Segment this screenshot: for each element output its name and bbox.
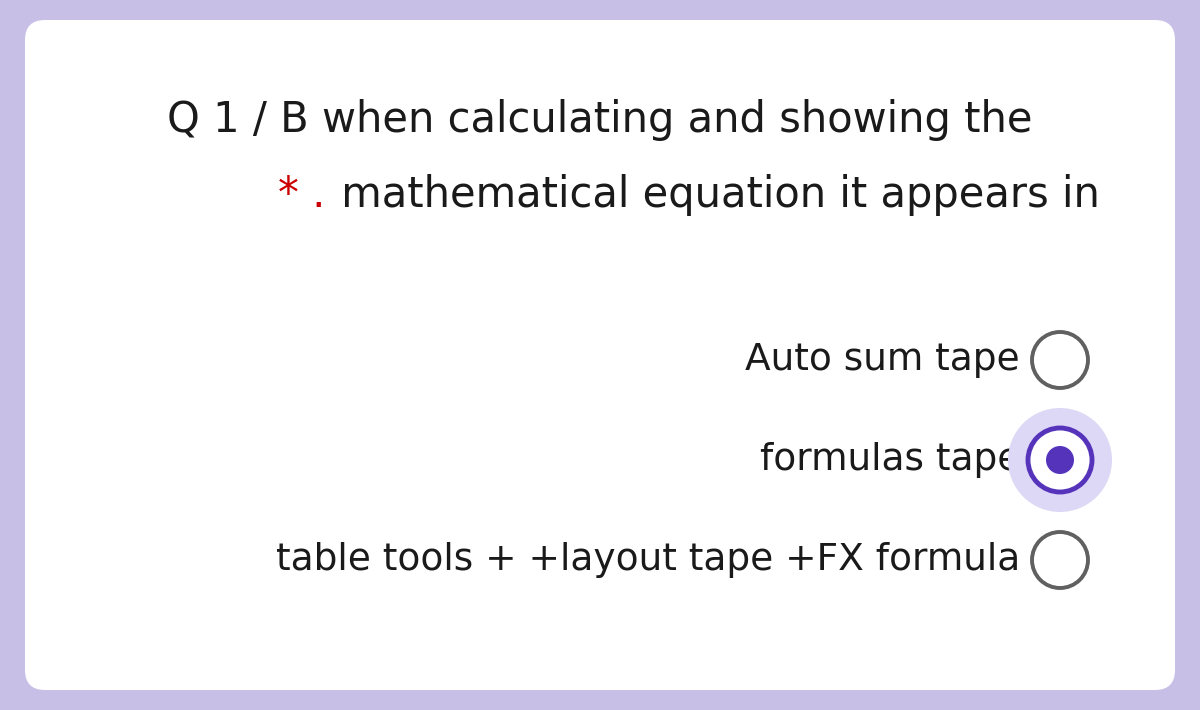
Text: Q 1 / B when calculating and showing the: Q 1 / B when calculating and showing the [167, 99, 1033, 141]
Circle shape [1028, 428, 1092, 492]
Circle shape [1032, 332, 1088, 388]
Circle shape [1032, 532, 1088, 588]
FancyBboxPatch shape [25, 20, 1175, 690]
Text: table tools + +layout tape +FX formula: table tools + +layout tape +FX formula [276, 542, 1020, 578]
Circle shape [1046, 446, 1074, 474]
Text: mathematical equation it appears in: mathematical equation it appears in [328, 174, 1099, 216]
Text: Auto sum tape: Auto sum tape [745, 342, 1020, 378]
Text: formulas tape: formulas tape [760, 442, 1020, 478]
Text: * .: * . [278, 174, 325, 216]
Circle shape [1008, 408, 1112, 512]
